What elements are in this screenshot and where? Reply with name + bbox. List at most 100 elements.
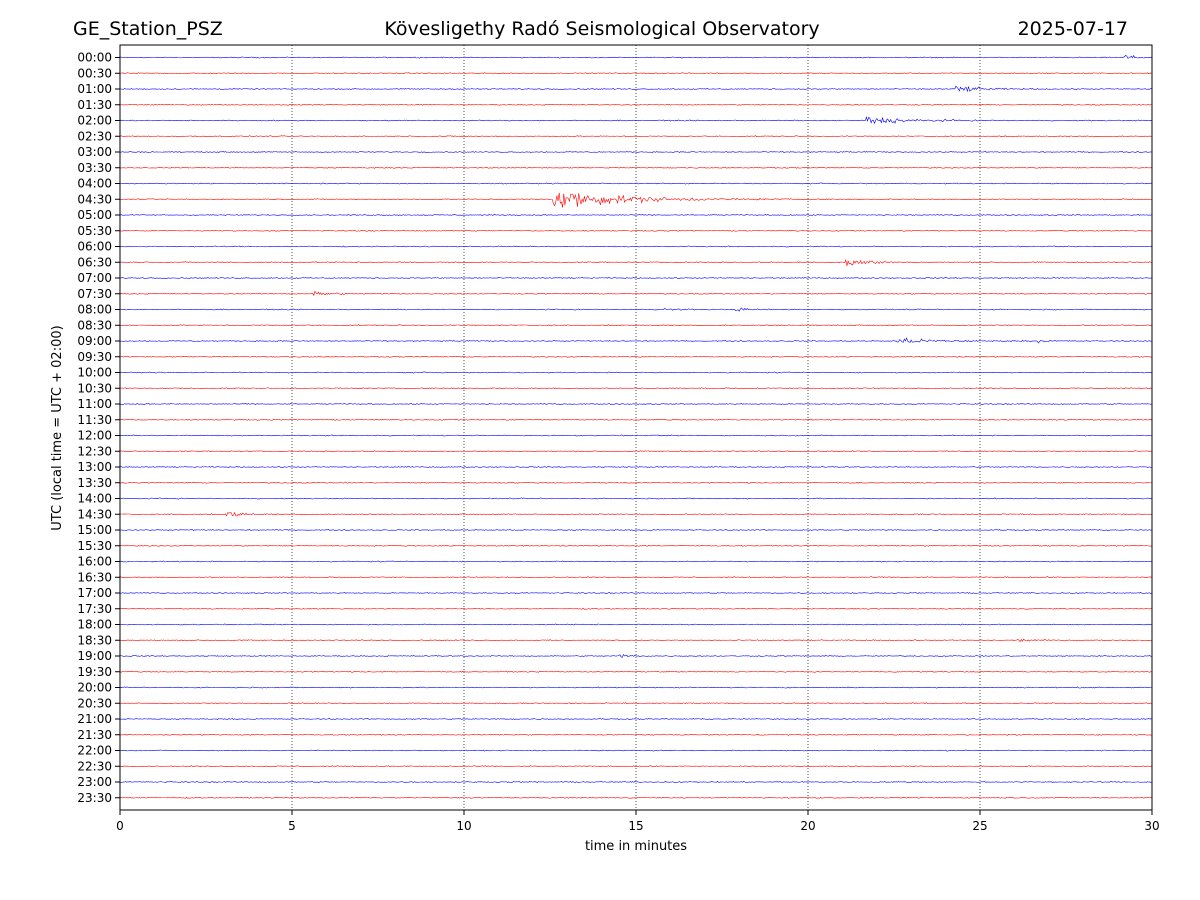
y-tick-label: 10:30 xyxy=(77,381,112,395)
y-tick-label: 20:30 xyxy=(77,696,112,710)
trace-0730 xyxy=(119,290,1153,297)
y-tick-label: 11:30 xyxy=(77,413,112,427)
trace-0600 xyxy=(119,245,1153,248)
trace-1430 xyxy=(119,511,1153,517)
trace-1830 xyxy=(119,638,1153,643)
trace-2330 xyxy=(119,796,1153,799)
x-tick-label: 5 xyxy=(288,819,296,833)
trace-1330 xyxy=(119,481,1153,484)
y-tick-label: 03:30 xyxy=(77,161,112,175)
trace-0700 xyxy=(119,277,1153,279)
y-tick-label: 22:30 xyxy=(77,759,112,773)
y-tick-label: 02:30 xyxy=(77,129,112,143)
trace-1200 xyxy=(119,434,1153,437)
y-tick-label: 01:30 xyxy=(77,98,112,112)
y-tick-label: 08:00 xyxy=(77,303,112,317)
trace-1530 xyxy=(119,544,1153,547)
y-tick-label: 23:00 xyxy=(77,775,112,789)
y-tick-label: 16:30 xyxy=(77,570,112,584)
y-tick-label: 00:30 xyxy=(77,66,112,80)
trace-0530 xyxy=(119,229,1153,232)
y-tick-label: 16:00 xyxy=(77,555,112,569)
y-tick-label: 09:30 xyxy=(77,350,112,364)
y-tick-label: 15:30 xyxy=(77,539,112,553)
y-tick-label: 18:00 xyxy=(77,618,112,632)
trace-1700 xyxy=(119,591,1153,594)
trace-0500 xyxy=(119,213,1153,217)
trace-0200 xyxy=(119,116,1153,125)
y-tick-label: 12:30 xyxy=(77,444,112,458)
y-tick-label: 00:00 xyxy=(77,51,112,65)
station-title: GE_Station_PSZ xyxy=(73,18,223,40)
y-tick-label: 20:00 xyxy=(77,681,112,695)
trace-0930 xyxy=(119,355,1153,358)
y-tick-label: 18:30 xyxy=(77,633,112,647)
trace-0000 xyxy=(119,54,1153,59)
y-tick-label: 19:30 xyxy=(77,665,112,679)
y-tick-label: 06:30 xyxy=(77,255,112,269)
trace-1300 xyxy=(119,466,1153,468)
x-tick-label: 25 xyxy=(972,819,987,833)
trace-1730 xyxy=(119,607,1153,610)
trace-0230 xyxy=(119,135,1153,138)
y-tick-label: 13:00 xyxy=(77,460,112,474)
trace-2230 xyxy=(119,765,1153,768)
y-tick-label: 14:00 xyxy=(77,492,112,506)
trace-0430 xyxy=(119,192,1153,208)
y-tick-label: 05:00 xyxy=(77,208,112,222)
y-tick-label: 11:00 xyxy=(77,397,112,411)
trace-0100 xyxy=(119,85,1153,93)
y-tick-label: 04:00 xyxy=(77,177,112,191)
y-tick-label: 02:00 xyxy=(77,114,112,128)
trace-0030 xyxy=(119,72,1153,75)
trace-1230 xyxy=(119,450,1153,453)
y-tick-label: 10:00 xyxy=(77,366,112,380)
trace-1930 xyxy=(119,670,1153,673)
trace-2100 xyxy=(119,718,1153,720)
trace-0900 xyxy=(119,337,1153,344)
trace-2000 xyxy=(119,686,1153,689)
trace-2130 xyxy=(119,733,1153,736)
y-axis-label: UTC (local time = UTC + 02:00) xyxy=(50,325,65,530)
x-tick-label: 15 xyxy=(628,819,643,833)
trace-0300 xyxy=(119,151,1153,153)
y-tick-label: 23:30 xyxy=(77,791,112,805)
trace-1800 xyxy=(119,623,1153,626)
y-tick-label: 15:00 xyxy=(77,523,112,537)
trace-0630 xyxy=(119,259,1153,266)
trace-0800 xyxy=(119,307,1153,312)
observatory-title: Kövesligethy Radó Seismological Observat… xyxy=(384,18,819,40)
y-tick-label: 21:00 xyxy=(77,712,112,726)
y-tick-label: 07:30 xyxy=(77,287,112,301)
y-tick-label: 17:30 xyxy=(77,602,112,616)
y-tick-label: 14:30 xyxy=(77,507,112,521)
y-tick-label: 08:30 xyxy=(77,318,112,332)
seismic-traces xyxy=(119,54,1153,799)
y-tick-label: 05:30 xyxy=(77,224,112,238)
trace-1400 xyxy=(119,497,1153,500)
date-title: 2025-07-17 xyxy=(1018,18,1128,40)
trace-0400 xyxy=(119,182,1153,185)
x-axis-ticks: 0 5 10 15 20 25 30 xyxy=(116,810,1160,833)
y-tick-label: 07:00 xyxy=(77,271,112,285)
x-tick-label: 10 xyxy=(456,819,471,833)
y-tick-label: 06:00 xyxy=(77,240,112,254)
trace-1500 xyxy=(119,529,1153,531)
x-tick-label: 0 xyxy=(116,819,124,833)
x-tick-label: 20 xyxy=(800,819,815,833)
trace-1100 xyxy=(119,402,1153,406)
trace-1130 xyxy=(119,418,1153,421)
trace-2200 xyxy=(119,749,1153,752)
y-tick-label: 09:00 xyxy=(77,334,112,348)
trace-1900 xyxy=(119,653,1153,658)
plot-frame xyxy=(119,44,1153,811)
trace-2030 xyxy=(119,702,1153,705)
trace-1030 xyxy=(119,387,1153,390)
y-tick-label: 17:00 xyxy=(77,586,112,600)
y-tick-label: 04:30 xyxy=(77,192,112,206)
trace-0330 xyxy=(119,166,1153,169)
trace-1000 xyxy=(119,371,1153,374)
